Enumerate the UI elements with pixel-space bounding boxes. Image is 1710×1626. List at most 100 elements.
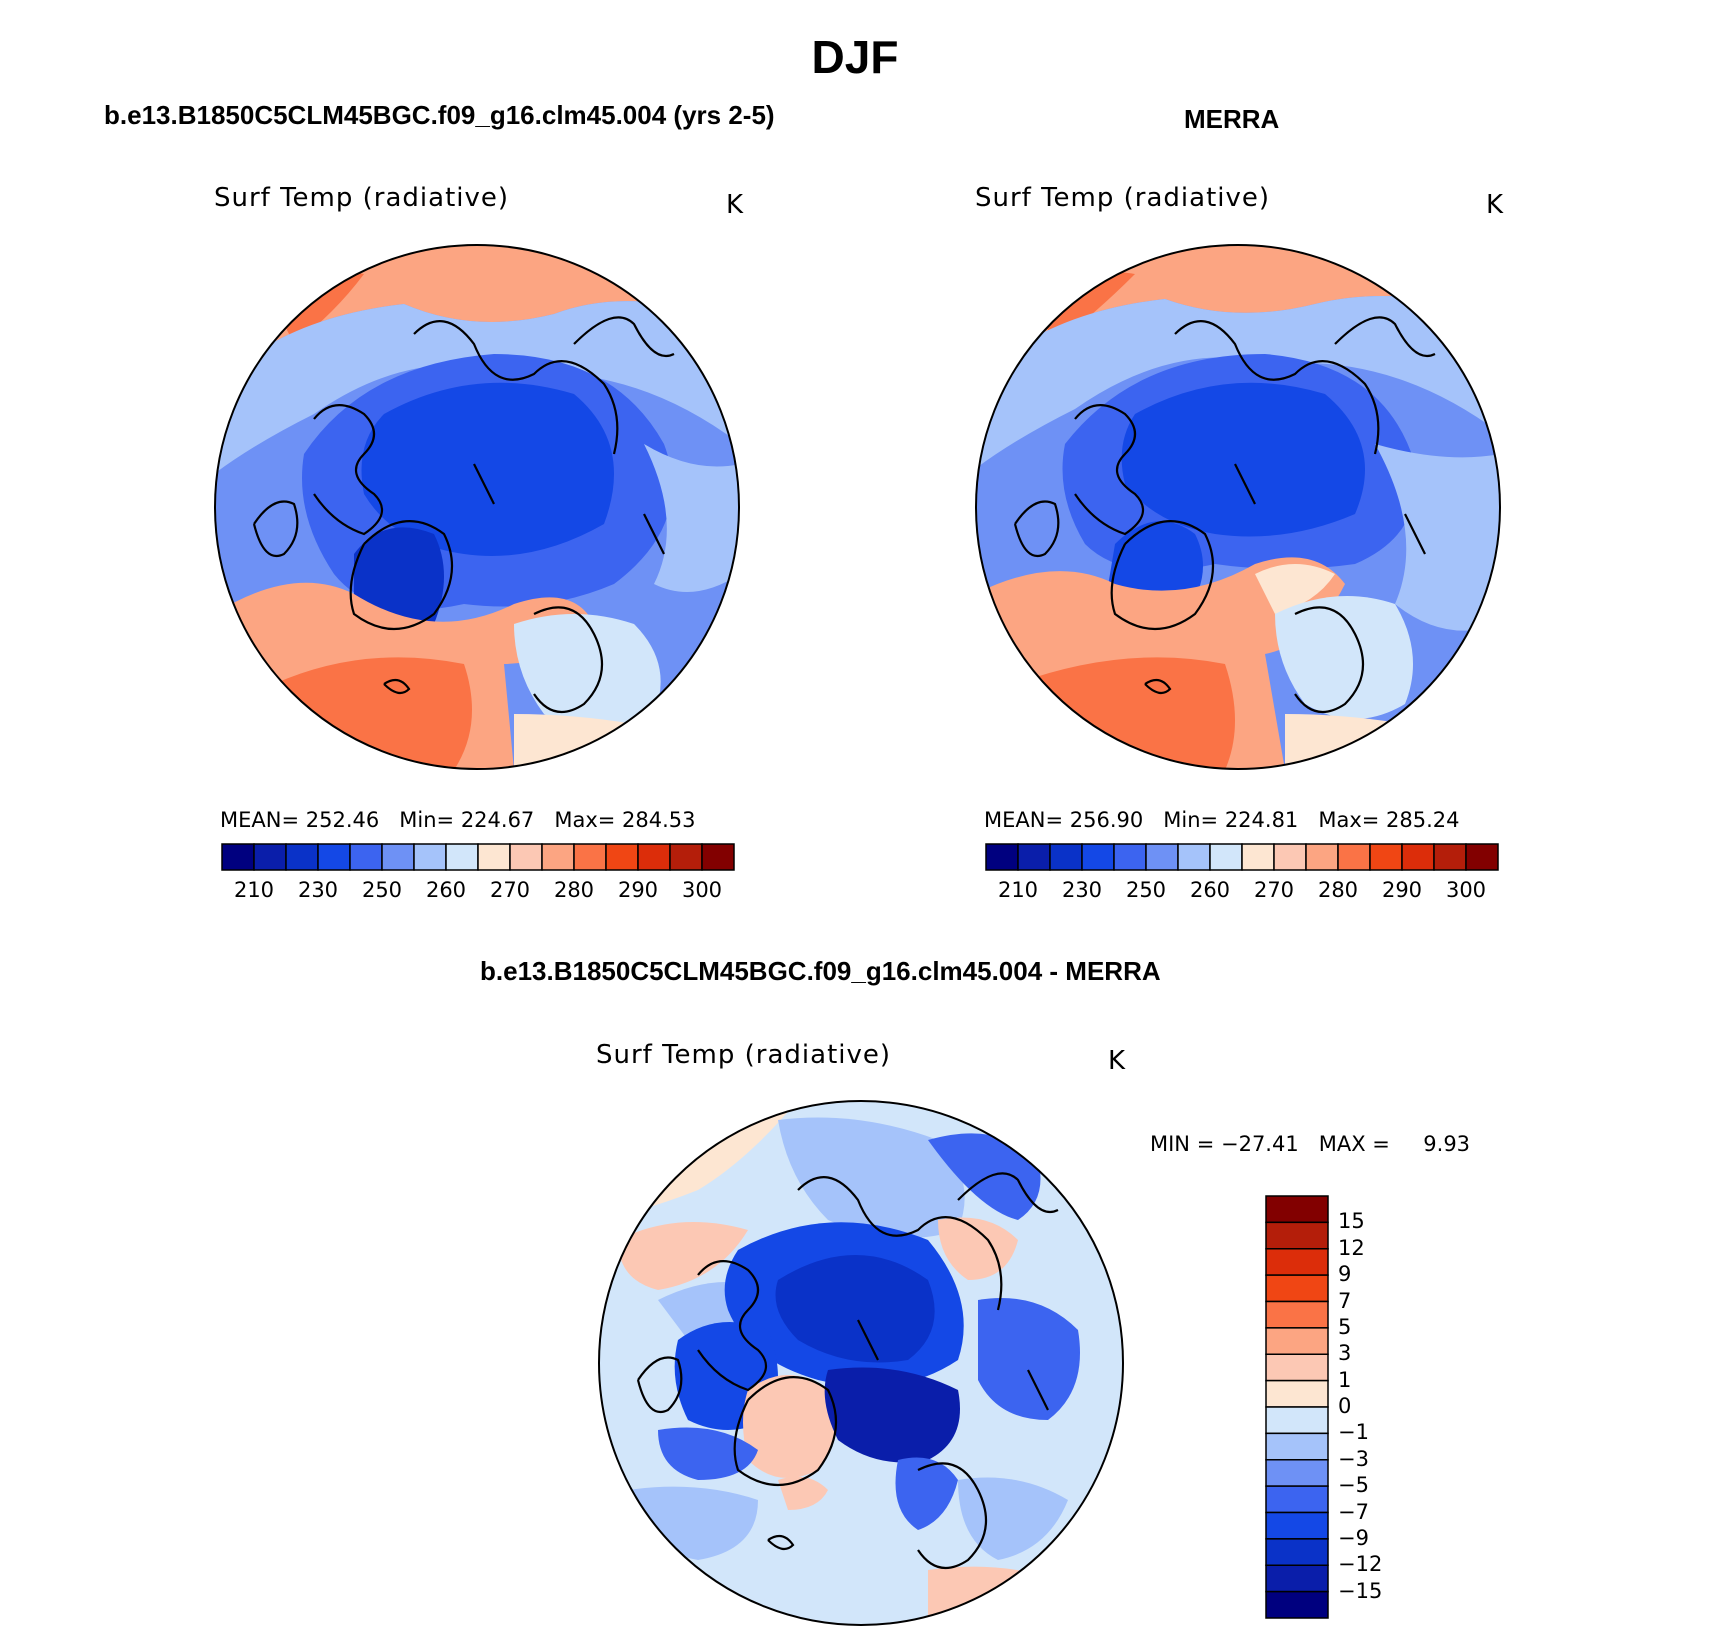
diff-colorbar-swatch: [1265, 1300, 1329, 1329]
obs-stats: MEAN= 256.90 Min= 224.81 Max= 285.24: [984, 808, 1460, 832]
model-colorbar-swatch: [317, 843, 351, 871]
obs-colorbar: [985, 843, 1499, 871]
obs-colorbar-swatch: [1305, 843, 1339, 871]
diff-colorbar-swatch: [1265, 1221, 1329, 1250]
diff-colorbar-tick-label: −1: [1338, 1420, 1369, 1445]
model-colorbar-tick-label: 250: [361, 878, 403, 902]
diff-colorbar-swatch: [1265, 1564, 1329, 1593]
diff-panel-title: b.e13.B1850C5CLM45BGC.f09_g16.clm45.004 …: [480, 956, 1161, 986]
model-colorbar-tick-label: 280: [553, 878, 595, 902]
model-colorbar-swatch: [221, 843, 255, 871]
model-colorbar-tick-label: 260: [425, 878, 467, 902]
diff-variable-label: Surf Temp (radiative): [596, 1040, 892, 1070]
obs-polar-map: [975, 244, 1501, 770]
model-colorbar-tick-label: 300: [681, 878, 723, 902]
model-panel-title: b.e13.B1850C5CLM45BGC.f09_g16.clm45.004 …: [104, 100, 775, 130]
obs-colorbar-swatch: [1273, 843, 1307, 871]
diff-colorbar-tick-label: −15: [1338, 1578, 1383, 1603]
model-colorbar-tick-label: 270: [489, 878, 531, 902]
diff-colorbar-tick-label: 1: [1338, 1367, 1352, 1392]
model-colorbar-tick-label: 290: [617, 878, 659, 902]
model-colorbar-tick-label: 210: [233, 878, 275, 902]
diff-colorbar-swatch: [1265, 1590, 1329, 1619]
obs-colorbar-swatch: [1337, 843, 1371, 871]
diff-colorbar-tick-label: 0: [1338, 1394, 1352, 1418]
diff-colorbar-swatch: [1265, 1485, 1329, 1514]
obs-colorbar-tick-label: 210: [997, 878, 1039, 902]
model-colorbar-swatch: [637, 843, 671, 871]
model-colorbar-swatch: [573, 843, 607, 871]
obs-colorbar-swatch: [985, 843, 1019, 871]
diff-colorbar-swatch: [1265, 1538, 1329, 1566]
diff-colorbar-tick-label: 9: [1338, 1262, 1352, 1287]
model-colorbar-swatch: [701, 843, 735, 871]
diff-colorbar-swatch: [1265, 1432, 1329, 1461]
model-colorbar-swatch: [509, 843, 543, 871]
diff-colorbar-tick-label: 5: [1338, 1314, 1352, 1339]
obs-colorbar-tick-label: 250: [1125, 878, 1167, 902]
model-colorbar-tick-label: 230: [297, 878, 339, 902]
figure-title: DJF: [811, 31, 899, 83]
model-colorbar-swatch: [253, 843, 287, 871]
model-polar-map: [214, 244, 740, 770]
obs-units-label: K: [1486, 190, 1504, 220]
obs-colorbar-tick-label: 290: [1381, 878, 1423, 902]
diff-colorbar-swatch: [1265, 1511, 1329, 1540]
obs-coastlines: [1013, 316, 1436, 714]
obs-colorbar-swatch: [1081, 843, 1115, 871]
diff-colorbar-tick-label: 15: [1338, 1209, 1365, 1234]
diff-colorbar-swatch: [1265, 1327, 1329, 1355]
diff-colorbar-tick-label: −12: [1338, 1552, 1383, 1577]
diff-colorbar-swatch: [1265, 1195, 1329, 1224]
diff-colorbar-tick-label: 12: [1338, 1235, 1365, 1260]
obs-colorbar-swatch: [1465, 843, 1499, 871]
obs-colorbar-swatch: [1241, 843, 1275, 871]
obs-colorbar-tick-label: 270: [1253, 878, 1295, 902]
model-colorbar-swatch: [381, 843, 415, 871]
model-coastlines: [252, 316, 675, 714]
model-colorbar-swatch: [349, 843, 383, 871]
obs-colorbar-tick-label: 260: [1189, 878, 1231, 902]
obs-colorbar-swatch: [1113, 843, 1147, 871]
obs-colorbar-swatch: [1049, 843, 1083, 871]
obs-temperature-field: [976, 245, 1500, 769]
obs-colorbar-swatch: [1177, 843, 1211, 871]
model-units-label: K: [726, 190, 744, 220]
model-variable-label: Surf Temp (radiative): [214, 183, 510, 213]
model-colorbar-swatch: [285, 843, 319, 871]
model-colorbar: [221, 843, 735, 871]
model-colorbar-swatch: [605, 843, 639, 871]
diff-colorbar-tick-label: 3: [1338, 1341, 1352, 1366]
obs-colorbar-tick-label: 280: [1317, 878, 1359, 902]
diff-units-label: K: [1108, 1046, 1126, 1076]
obs-colorbar-swatch: [1401, 843, 1435, 871]
diff-colorbar-tick-label: −5: [1338, 1473, 1369, 1498]
obs-panel-title: MERRA: [1184, 104, 1280, 134]
model-colorbar-swatch: [669, 843, 703, 871]
diff-colorbar-tick-label: −3: [1338, 1446, 1369, 1471]
model-colorbar-swatch: [413, 843, 447, 871]
obs-colorbar-swatch: [1369, 843, 1403, 871]
obs-colorbar-swatch: [1433, 843, 1467, 871]
diff-colorbar-swatch: [1265, 1379, 1329, 1408]
diff-colorbar-swatch: [1265, 1406, 1329, 1435]
diff-polar-map: [598, 1100, 1124, 1626]
model-colorbar-swatch: [477, 843, 511, 871]
obs-colorbar-tick-label: 230: [1061, 878, 1103, 902]
diff-colorbar: [1265, 1195, 1329, 1619]
diff-colorbar-tick-label: −9: [1338, 1525, 1369, 1550]
diff-coastlines: [636, 1172, 1059, 1570]
model-stats: MEAN= 252.46 Min= 224.67 Max= 284.53: [220, 808, 696, 832]
diff-stats: MIN = −27.41 MAX = 9.93: [1150, 1132, 1471, 1156]
diff-colorbar-swatch: [1265, 1274, 1329, 1303]
model-temperature-field: [215, 245, 739, 769]
diff-colorbar-tick-label: 7: [1338, 1288, 1352, 1313]
diff-temperature-field: [599, 1101, 1123, 1625]
obs-colorbar-swatch: [1017, 843, 1051, 871]
obs-colorbar-swatch: [1145, 843, 1179, 871]
obs-variable-label: Surf Temp (radiative): [975, 183, 1271, 213]
model-colorbar-swatch: [541, 843, 575, 871]
obs-colorbar-swatch: [1209, 843, 1243, 871]
model-colorbar-swatch: [445, 843, 479, 871]
diff-colorbar-swatch: [1265, 1459, 1329, 1487]
